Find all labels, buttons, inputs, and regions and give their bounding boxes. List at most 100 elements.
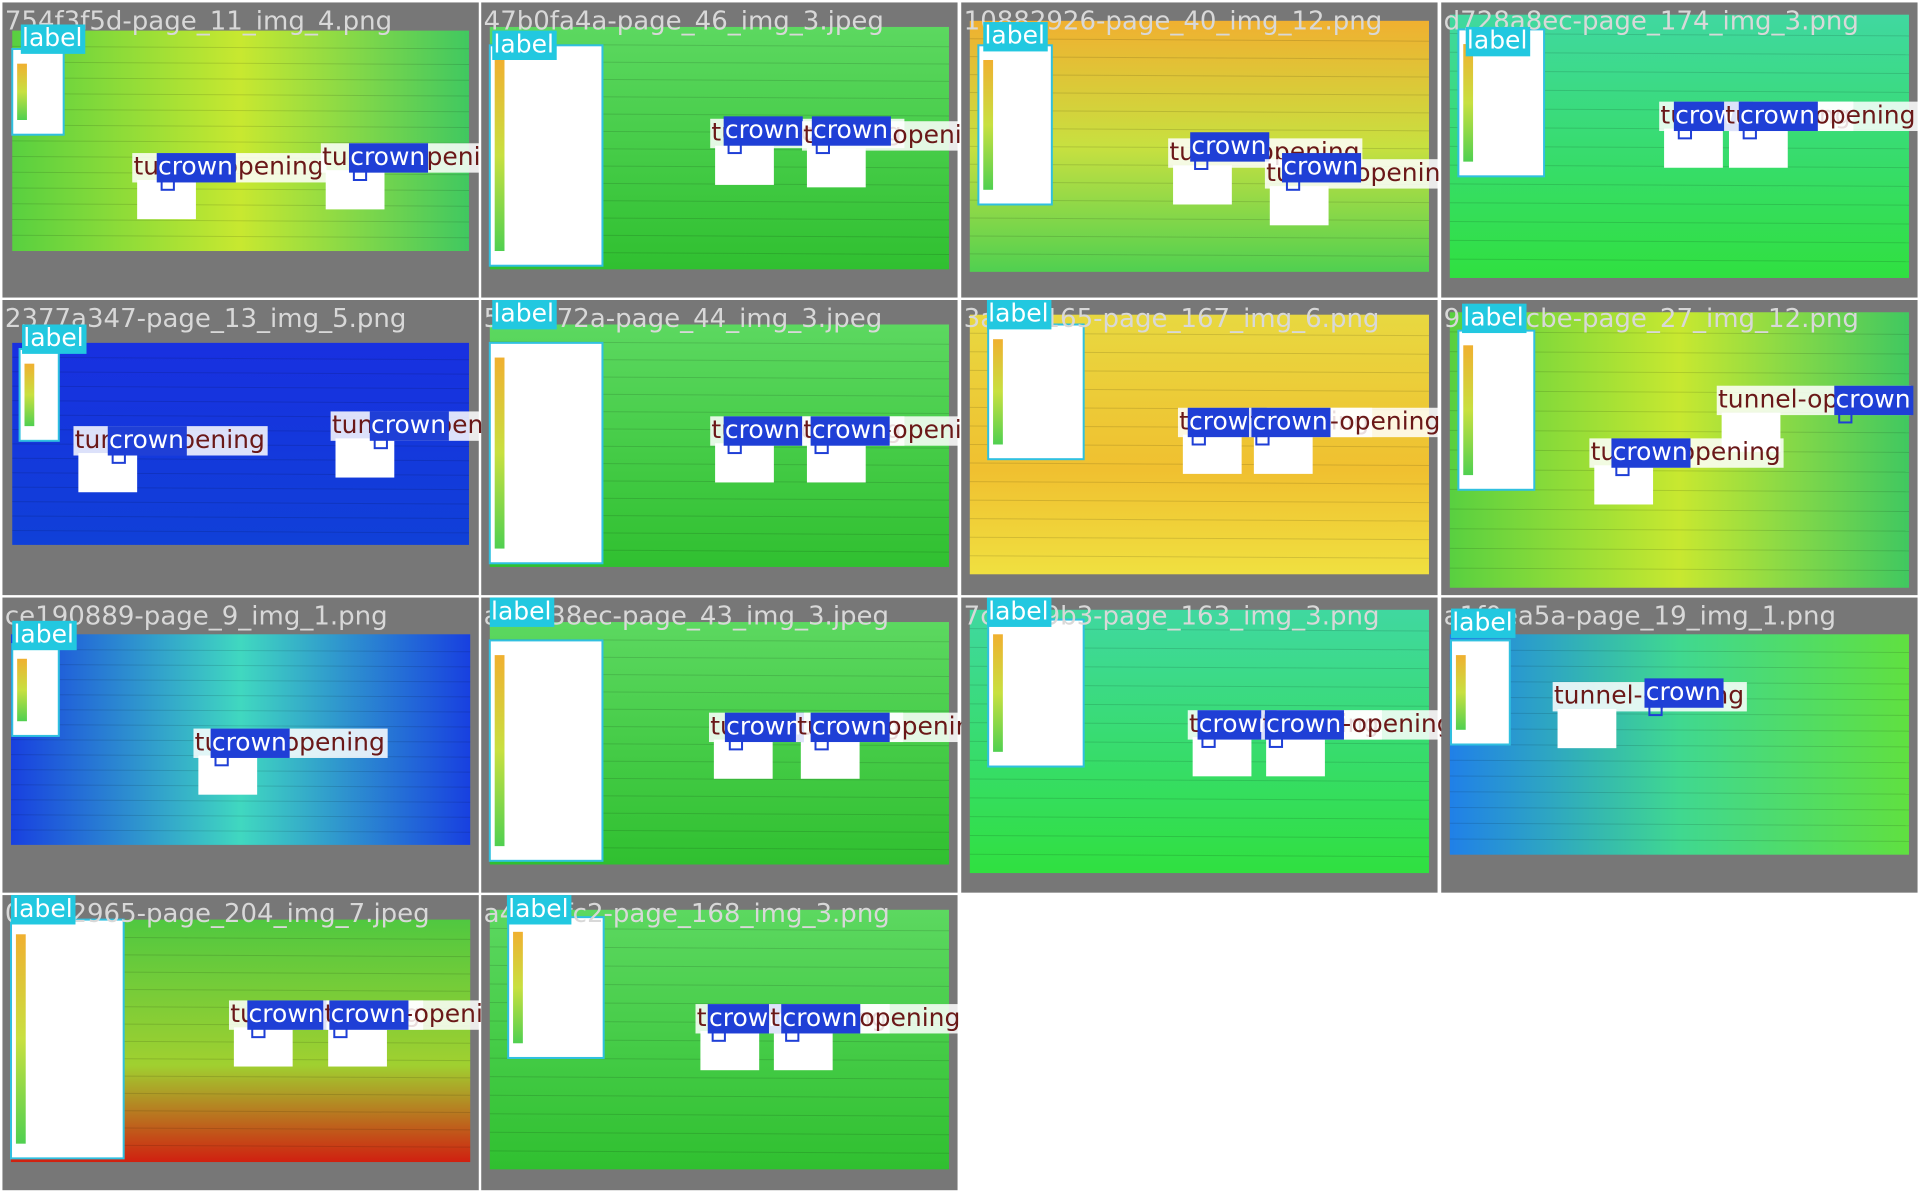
tile: d728a8ec-page_174_img_3.pnglabeltunnel-o… (1441, 2, 1919, 298)
rock-joint (12, 108, 469, 113)
rock-joint (12, 140, 469, 144)
legend-scale (17, 63, 27, 121)
label-text: label (13, 620, 73, 649)
rock-joint (12, 501, 469, 505)
label-box (1611, 438, 1691, 468)
legend-box (507, 916, 605, 1059)
rock-joint (1449, 239, 1909, 244)
crown-box (1742, 127, 1757, 140)
tile: a1f0ea5a-page_19_img_1.pnglabeltunnel-op… (1441, 597, 1918, 893)
legend-scale (1455, 655, 1466, 730)
rock-joint (11, 709, 471, 713)
rock-joint (12, 219, 469, 223)
label-box (210, 728, 290, 758)
legend-box (488, 341, 604, 565)
label-text: crown (1613, 437, 1688, 466)
tile: 2377a347-page_13_img_5.pnglabeltunnel-op… (2, 300, 525, 596)
label-text: crown (249, 999, 324, 1028)
label-text: label (1463, 302, 1523, 331)
opening (137, 180, 196, 220)
legend-scale (494, 357, 505, 549)
rock-joint (1449, 775, 1909, 779)
legend-box (488, 44, 604, 267)
label-box (22, 324, 87, 354)
rock-joint (1449, 791, 1909, 795)
label-box (506, 895, 572, 925)
label-text: label (22, 23, 82, 52)
label-box (489, 597, 555, 627)
opening (806, 148, 866, 188)
rock-joint (1449, 649, 1909, 653)
label-box (781, 1004, 861, 1034)
opening (715, 443, 774, 483)
opening (335, 438, 395, 478)
crown-box (1285, 179, 1301, 191)
label-box (986, 597, 1052, 627)
tile-image (12, 30, 469, 252)
label-box (983, 22, 1048, 52)
label-box (810, 416, 890, 446)
legend-scale (15, 934, 26, 1144)
tile: 3a1c7165-page_167_img_6.pnglabeltunnel-o… (961, 299, 1444, 596)
label-box (1190, 132, 1270, 162)
label-box (156, 153, 236, 183)
opening (800, 739, 860, 779)
rock-joint (12, 61, 469, 66)
rock-joint (1449, 202, 1909, 206)
label-text: crown (1266, 709, 1341, 738)
label-text: crown (158, 152, 233, 181)
tile: ce190889-page_9_img_1.pnglabeltunnel-ope… (2, 597, 479, 893)
label-box (1462, 303, 1527, 334)
legend-scale (983, 60, 994, 190)
label-box (1251, 407, 1331, 438)
tile: a6d438ec-page_43_img_3.jpeglabeltunnel-o… (481, 596, 991, 893)
crown-box (785, 1030, 800, 1042)
label-box (492, 300, 557, 330)
legend-box (987, 323, 1085, 461)
rock-joint (969, 816, 1429, 820)
rock-joint (12, 45, 469, 50)
opening (233, 1027, 293, 1067)
rock-joint (969, 253, 1429, 257)
rock-joint (1449, 822, 1909, 827)
label-text: crown (812, 711, 887, 740)
crown-box (1648, 704, 1663, 717)
label-text: crown (1836, 384, 1911, 413)
rock-joint (1449, 743, 1909, 748)
crown-box (727, 142, 742, 155)
opening (1664, 128, 1723, 168)
label-text: label (12, 894, 72, 923)
legend-box (10, 918, 125, 1160)
label-box (1465, 26, 1531, 57)
filename: 0e1b2965-page_204_img_7.jpeg (5, 899, 430, 929)
label-box (1264, 710, 1344, 740)
crown-box (1191, 433, 1206, 446)
rock-joint (1449, 712, 1909, 716)
label-box (723, 416, 803, 446)
rock-joint (1449, 806, 1909, 811)
label-text: label (23, 323, 83, 352)
legend-scale (494, 60, 505, 252)
label-text: crown (726, 711, 801, 740)
label-box (810, 712, 890, 743)
opening (78, 453, 138, 493)
tile: a43c5fc2-page_168_img_3.pnglabeltunnel-o… (481, 894, 964, 1191)
crown-box (727, 442, 742, 455)
rock-joint (11, 663, 471, 668)
label-text: crown (371, 410, 446, 439)
crown-box (1255, 433, 1270, 446)
rock-joint (489, 1150, 949, 1154)
label-text: crown (1646, 677, 1721, 706)
rock-joint (12, 203, 469, 207)
crown-box (214, 754, 229, 767)
label-text: crown (350, 142, 425, 171)
crown-box (373, 437, 388, 450)
label-text: crown (812, 415, 887, 444)
crown-box (1615, 464, 1630, 477)
legend-scale (1463, 44, 1474, 162)
rock-joint (1449, 567, 1909, 572)
label-box (107, 426, 187, 456)
rock-joint (1449, 508, 1909, 512)
label-text: crown (782, 1003, 857, 1032)
